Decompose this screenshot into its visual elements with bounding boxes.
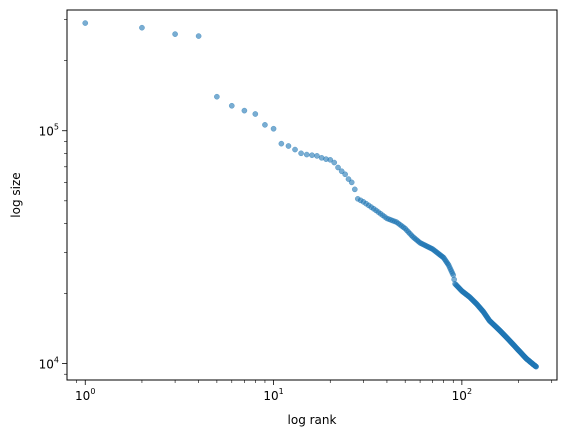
data-point: [314, 153, 320, 159]
data-point: [309, 152, 315, 159]
data-point: [252, 111, 259, 117]
data-point: [327, 156, 334, 163]
data-point: [348, 179, 355, 186]
data-point: [351, 186, 358, 193]
data-point: [285, 143, 292, 149]
data-point: [331, 159, 338, 166]
data-point: [270, 125, 277, 132]
data-point: [292, 146, 298, 153]
data-point: [303, 151, 310, 158]
data-point: [228, 102, 235, 109]
data-point: [172, 31, 178, 37]
data-point: [82, 20, 89, 26]
data-point: [139, 24, 145, 31]
data-point: [533, 363, 540, 370]
plot-frame: [66, 9, 558, 381]
data-points: [82, 20, 540, 370]
data-point: [195, 33, 202, 39]
x-tick-label: 102: [452, 387, 472, 403]
x-tick-label: 101: [263, 387, 283, 403]
x-axis: 100 101 102: [75, 380, 553, 403]
x-tick-label: 100: [75, 387, 95, 403]
data-point: [342, 171, 349, 178]
x-axis-label: log rank: [288, 413, 337, 427]
data-point: [278, 140, 285, 147]
data-point: [214, 93, 220, 100]
data-point: [298, 150, 304, 157]
data-point: [262, 121, 268, 128]
data-point: [241, 107, 248, 114]
y-axis-label: log size: [9, 172, 23, 217]
data-point: [335, 164, 341, 171]
